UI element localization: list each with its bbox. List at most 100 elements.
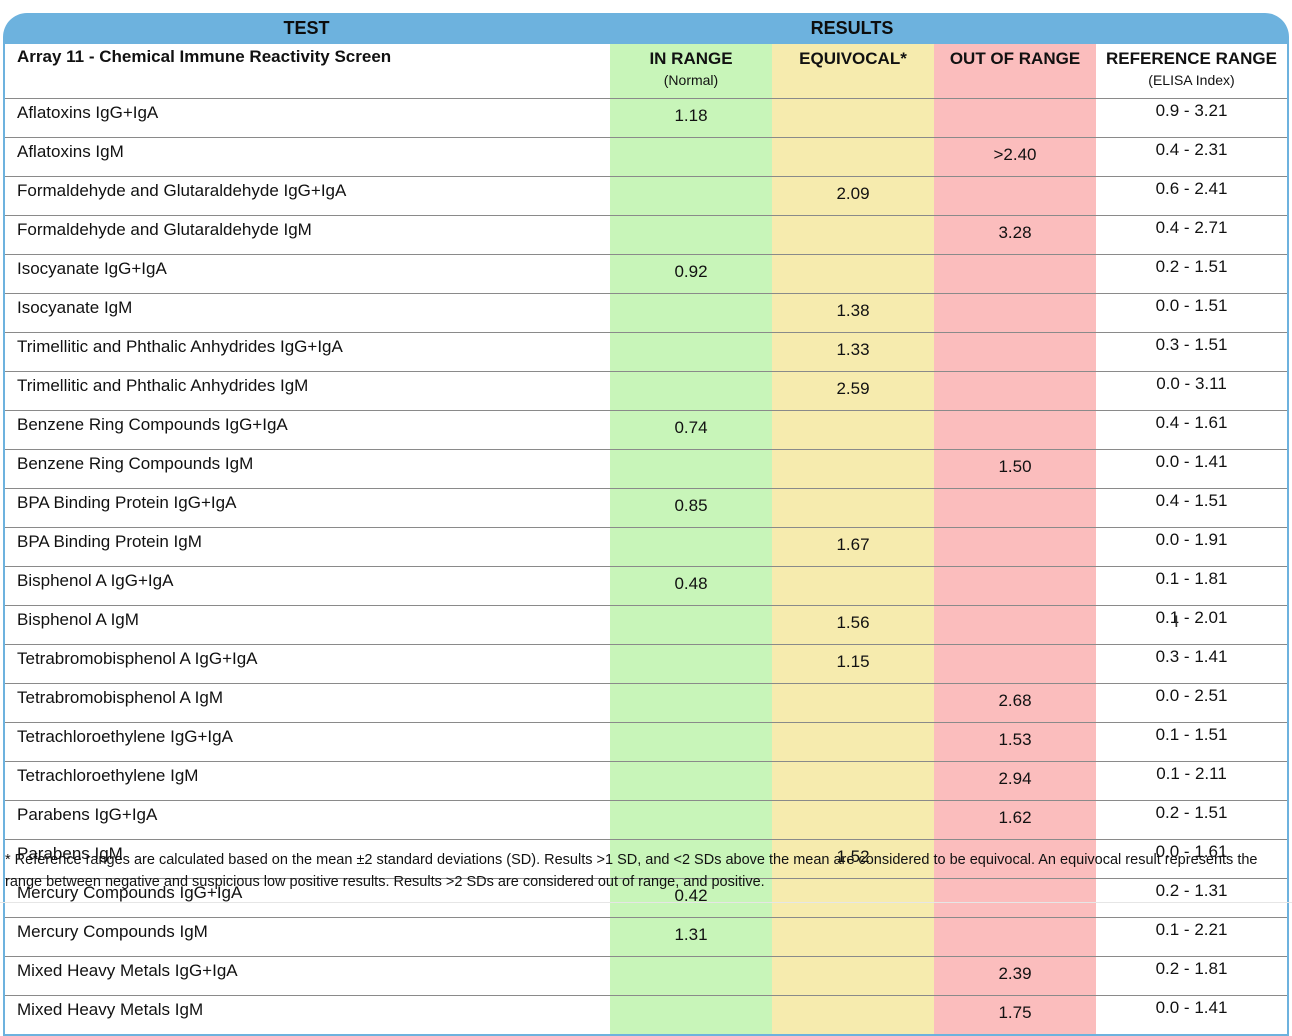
out-of-range-value: 1.62 xyxy=(934,800,1096,840)
test-name: Tetrabromobisphenol A IgM xyxy=(5,683,610,723)
reference-range-value: 0.9 - 3.21 xyxy=(1096,98,1287,138)
in-range-value xyxy=(610,605,772,645)
equivocal-value xyxy=(772,449,934,489)
equivocal-header: EQUIVOCAL* xyxy=(772,44,934,99)
reference-range-value: 0.0 - 1.61 xyxy=(1096,839,1287,879)
test-name: Tetrachloroethylene IgM xyxy=(5,761,610,801)
equivocal-value: 1.38 xyxy=(772,293,934,333)
test-name: Mixed Heavy Metals IgM xyxy=(5,995,610,1034)
equivocal-label: EQUIVOCAL* xyxy=(799,49,907,68)
in-range-value xyxy=(610,839,772,879)
test-name: BPA Binding Protein IgG+IgA xyxy=(5,488,610,528)
out-of-range-value xyxy=(934,644,1096,684)
out-of-range-value xyxy=(934,293,1096,333)
equivocal-value xyxy=(772,722,934,762)
test-name: Tetrachloroethylene IgG+IgA xyxy=(5,722,610,762)
equivocal-value: 1.52 xyxy=(772,839,934,879)
reference-range-value: 0.2 - 1.51 xyxy=(1096,800,1287,840)
out-of-range-value xyxy=(934,332,1096,372)
test-name: Formaldehyde and Glutaraldehyde IgM xyxy=(5,215,610,255)
test-name: Tetrabromobisphenol A IgG+IgA xyxy=(5,644,610,684)
out-of-range-value xyxy=(934,566,1096,606)
out-of-range-label: OUT OF RANGE xyxy=(949,49,1081,68)
in-range-sublabel: (Normal) xyxy=(663,72,719,88)
equivocal-value xyxy=(772,761,934,801)
out-of-range-value xyxy=(934,371,1096,411)
test-name: Bisphenol A IgM xyxy=(5,605,610,645)
test-name: Mixed Heavy Metals IgG+IgA xyxy=(5,956,610,996)
equivocal-value: 2.09 xyxy=(772,176,934,216)
equivocal-value xyxy=(772,410,934,450)
equivocal-value xyxy=(772,995,934,1034)
in-range-value xyxy=(610,176,772,216)
reference-range-value: 0.4 - 2.31 xyxy=(1096,137,1287,177)
reference-range-value: 0.2 - 1.51 xyxy=(1096,254,1287,294)
out-of-range-value xyxy=(934,527,1096,567)
equivocal-value: 2.59 xyxy=(772,371,934,411)
equivocal-value: 1.33 xyxy=(772,332,934,372)
test-name: Benzene Ring Compounds IgM xyxy=(5,449,610,489)
out-of-range-value xyxy=(934,917,1096,957)
test-name: Parabens IgM xyxy=(5,839,610,879)
in-range-value xyxy=(610,800,772,840)
in-range-value xyxy=(610,722,772,762)
reference-range-value: 0.6 - 2.41 xyxy=(1096,176,1287,216)
reference-range-value: 0.0 - 1.51 xyxy=(1096,293,1287,333)
table-row: Mercury Compounds IgM 1.31 0.1 - 2.21 xyxy=(5,917,1287,957)
test-name: Trimellitic and Phthalic Anhydrides IgM xyxy=(5,371,610,411)
reference-range-value: 0.4 - 1.61 xyxy=(1096,410,1287,450)
reference-range-value: 0.0 - 2.51 xyxy=(1096,683,1287,723)
table-row: Parabens IgG+IgA 1.62 0.2 - 1.51 xyxy=(5,800,1287,840)
out-of-range-value xyxy=(934,605,1096,645)
table-row: BPA Binding Protein IgM 1.67 0.0 - 1.91 xyxy=(5,527,1287,567)
equivocal-value xyxy=(772,800,934,840)
test-name: Trimellitic and Phthalic Anhydrides IgG+… xyxy=(5,332,610,372)
table-row: Isocyanate IgG+IgA 0.92 0.2 - 1.51 xyxy=(5,254,1287,294)
out-of-range-value xyxy=(934,839,1096,879)
reference-range-value: 0.1 - 2.21 xyxy=(1096,917,1287,957)
table-row: Parabens IgM 1.52 0.0 - 1.61 xyxy=(5,839,1287,879)
out-of-range-value xyxy=(934,176,1096,216)
in-range-value xyxy=(610,449,772,489)
equivocal-value xyxy=(772,566,934,606)
table-row: Formaldehyde and Glutaraldehyde IgM 3.28 0… xyxy=(5,215,1287,255)
in-range-value xyxy=(610,527,772,567)
table-row: Mixed Heavy Metals IgM 1.75 0.0 - 1.41 xyxy=(5,995,1287,1034)
out-of-range-value: 1.75 xyxy=(934,995,1096,1034)
out-of-range-value xyxy=(934,410,1096,450)
reference-range-value: 0.0 - 1.41 xyxy=(1096,995,1287,1034)
reference-range-value: 0.3 - 1.51 xyxy=(1096,332,1287,372)
table-row: Tetrachloroethylene IgG+IgA 1.53 0.1 - 1.5… xyxy=(5,722,1287,762)
table-row: Benzene Ring Compounds IgG+IgA 0.74 0.4 - … xyxy=(5,410,1287,450)
in-range-header: IN RANGE (Normal) xyxy=(610,44,772,99)
text-cursor-icon: I xyxy=(1174,612,1179,631)
reference-range-value: 0.1 - 1.81 xyxy=(1096,566,1287,606)
out-of-range-value: 1.53 xyxy=(934,722,1096,762)
table-row: Formaldehyde and Glutaraldehyde IgG+IgA 2… xyxy=(5,176,1287,216)
out-of-range-value: 2.39 xyxy=(934,956,1096,996)
out-of-range-value xyxy=(934,488,1096,528)
in-range-value: 0.85 xyxy=(610,488,772,528)
reference-range-value: 0.1 - 2.11 xyxy=(1096,761,1287,801)
in-range-value: 1.31 xyxy=(610,917,772,957)
divider xyxy=(0,902,1292,903)
table-row: Aflatoxins IgG+IgA 1.18 0.9 - 3.21 xyxy=(5,98,1287,138)
reference-range-value: 0.1 - 2.01 xyxy=(1096,605,1287,645)
in-range-value xyxy=(610,293,772,333)
in-range-value xyxy=(610,683,772,723)
out-of-range-value: >2.40 xyxy=(934,137,1096,177)
reference-range-label: REFERENCE RANGE xyxy=(1106,49,1277,68)
reference-range-value: 0.2 - 1.81 xyxy=(1096,956,1287,996)
test-name: Formaldehyde and Glutaraldehyde IgG+IgA xyxy=(5,176,610,216)
equivocal-value xyxy=(772,488,934,528)
table-row: Tetrachloroethylene IgM 2.94 0.1 - 2.11 xyxy=(5,761,1287,801)
table-row: Tetrabromobisphenol A IgM 2.68 0.0 - 2.51 xyxy=(5,683,1287,723)
out-of-range-value: 2.94 xyxy=(934,761,1096,801)
table-header-row: Array 11 - Chemical Immune Reactivity Sc… xyxy=(5,44,1287,99)
equivocal-value xyxy=(772,254,934,294)
equivocal-value: 1.15 xyxy=(772,644,934,684)
in-range-value xyxy=(610,956,772,996)
test-name: Isocyanate IgG+IgA xyxy=(5,254,610,294)
table-row: Trimellitic and Phthalic Anhydrides IgG+… xyxy=(5,332,1287,372)
test-name: BPA Binding Protein IgM xyxy=(5,527,610,567)
